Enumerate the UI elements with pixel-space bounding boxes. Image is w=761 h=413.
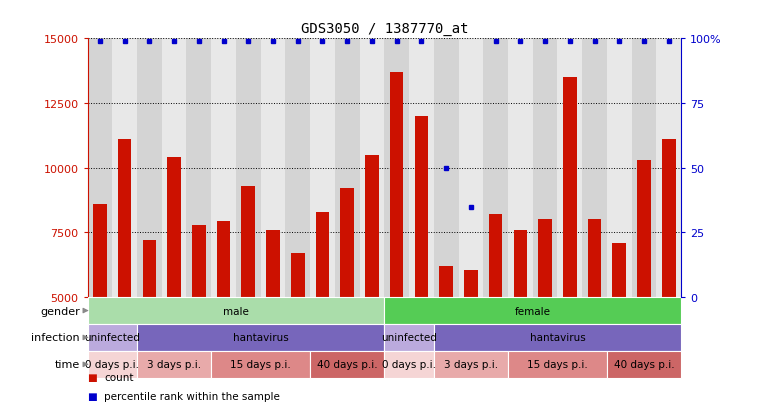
Bar [162, 39, 186, 297]
Bar [241, 186, 255, 297]
Bar [384, 351, 434, 378]
Bar [93, 204, 107, 297]
Bar [212, 39, 236, 297]
Bar [88, 39, 113, 297]
Bar [533, 39, 557, 297]
Bar [192, 225, 205, 297]
Bar [632, 39, 657, 297]
Bar [310, 39, 335, 297]
Text: hantavirus: hantavirus [530, 332, 585, 343]
Bar [236, 39, 260, 297]
Bar [88, 351, 137, 378]
Text: ■: ■ [88, 372, 97, 382]
Bar [587, 220, 601, 297]
Text: 0 days p.i.: 0 days p.i. [382, 359, 436, 370]
Text: 40 days p.i.: 40 days p.i. [613, 359, 674, 370]
Text: 40 days p.i.: 40 days p.i. [317, 359, 377, 370]
Bar [310, 351, 384, 378]
Text: male: male [223, 306, 249, 316]
Bar [212, 351, 310, 378]
Bar [137, 39, 161, 297]
Bar [557, 39, 582, 297]
Bar [439, 266, 453, 297]
Bar [613, 243, 626, 297]
Bar [384, 297, 681, 324]
Bar [434, 351, 508, 378]
Bar [88, 324, 137, 351]
Bar [390, 73, 403, 297]
Bar [563, 78, 577, 297]
Bar [434, 39, 458, 297]
Bar [384, 324, 434, 351]
Bar [285, 39, 310, 297]
Bar [137, 351, 212, 378]
Bar [261, 39, 285, 297]
Bar [316, 212, 330, 297]
Bar [217, 221, 231, 297]
Bar [365, 155, 379, 297]
Bar [335, 39, 360, 297]
Bar [415, 116, 428, 297]
Bar [186, 39, 212, 297]
Text: count: count [104, 372, 134, 382]
Bar [409, 39, 434, 297]
Bar [508, 351, 607, 378]
Bar [384, 39, 409, 297]
Bar [483, 39, 508, 297]
Bar [266, 230, 280, 297]
Bar [508, 39, 533, 297]
Text: time: time [55, 359, 80, 370]
Bar [118, 140, 132, 297]
Bar [167, 158, 181, 297]
Text: uninfected: uninfected [84, 332, 140, 343]
Text: percentile rank within the sample: percentile rank within the sample [104, 391, 280, 401]
Bar [434, 324, 681, 351]
Bar [142, 240, 156, 297]
Bar [657, 39, 681, 297]
Bar [607, 351, 681, 378]
Bar [538, 220, 552, 297]
Text: 15 days p.i.: 15 days p.i. [231, 359, 291, 370]
Bar [137, 324, 384, 351]
Bar [464, 270, 478, 297]
Bar [607, 39, 632, 297]
Text: hantavirus: hantavirus [233, 332, 288, 343]
Bar [582, 39, 607, 297]
Bar [340, 189, 354, 297]
Text: 3 days p.i.: 3 days p.i. [444, 359, 498, 370]
Text: gender: gender [40, 306, 80, 316]
Bar [113, 39, 137, 297]
Text: uninfected: uninfected [381, 332, 437, 343]
Text: 3 days p.i.: 3 days p.i. [147, 359, 201, 370]
Bar [637, 161, 651, 297]
Bar [514, 230, 527, 297]
Bar [458, 39, 483, 297]
Bar [291, 254, 304, 297]
Bar [88, 297, 384, 324]
Text: 15 days p.i.: 15 days p.i. [527, 359, 587, 370]
Text: 0 days p.i.: 0 days p.i. [85, 359, 139, 370]
Title: GDS3050 / 1387770_at: GDS3050 / 1387770_at [301, 21, 468, 36]
Bar [359, 39, 384, 297]
Text: ■: ■ [88, 391, 97, 401]
Bar [662, 140, 676, 297]
Bar [489, 215, 502, 297]
Text: female: female [514, 306, 551, 316]
Text: infection: infection [31, 332, 80, 343]
